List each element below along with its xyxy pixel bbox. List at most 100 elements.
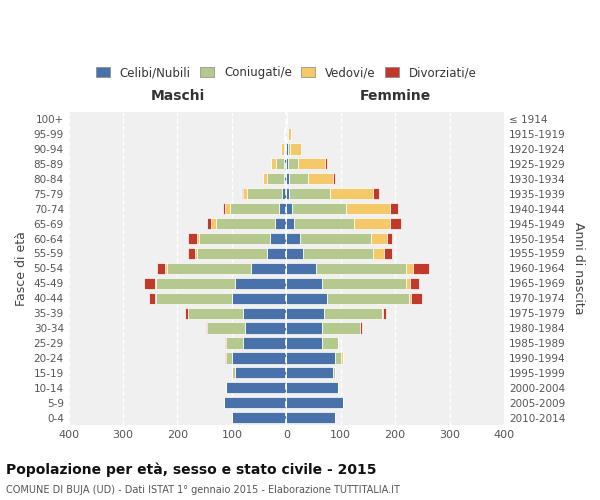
Bar — [276, 158, 284, 170]
Y-axis label: Anni di nascita: Anni di nascita — [572, 222, 585, 314]
Bar — [361, 322, 362, 334]
Bar — [346, 203, 389, 214]
Bar — [322, 338, 338, 348]
Bar — [322, 322, 360, 334]
Bar — [225, 338, 226, 348]
Bar — [332, 368, 335, 378]
Bar — [410, 278, 419, 289]
Bar — [308, 173, 332, 184]
Bar — [286, 397, 343, 408]
Bar — [389, 218, 401, 229]
Bar — [188, 308, 243, 319]
Bar — [383, 308, 386, 319]
Bar — [267, 173, 284, 184]
Bar — [384, 248, 392, 259]
Bar — [300, 233, 371, 244]
Bar — [155, 278, 156, 289]
Bar — [281, 144, 284, 154]
Bar — [245, 322, 286, 334]
Bar — [155, 292, 156, 304]
Bar — [197, 248, 267, 259]
Bar — [215, 218, 275, 229]
Bar — [409, 292, 412, 304]
Bar — [286, 173, 289, 184]
Legend: Celibi/Nubili, Coniugati/e, Vedovi/e, Divorziati/e: Celibi/Nubili, Coniugati/e, Vedovi/e, Di… — [92, 62, 481, 84]
Bar — [286, 352, 335, 364]
Bar — [284, 173, 286, 184]
Bar — [373, 188, 379, 200]
Bar — [197, 233, 199, 244]
Bar — [267, 248, 286, 259]
Bar — [232, 368, 235, 378]
Bar — [230, 203, 278, 214]
Bar — [199, 233, 270, 244]
Bar — [244, 188, 247, 200]
Bar — [232, 292, 286, 304]
Bar — [211, 218, 215, 229]
Y-axis label: Fasce di età: Fasce di età — [15, 231, 28, 306]
Bar — [286, 144, 288, 154]
Bar — [286, 233, 300, 244]
Bar — [243, 308, 286, 319]
Bar — [251, 263, 286, 274]
Bar — [289, 173, 308, 184]
Bar — [286, 248, 302, 259]
Bar — [332, 173, 335, 184]
Bar — [286, 128, 287, 140]
Bar — [188, 233, 197, 244]
Bar — [207, 218, 211, 229]
Text: COMUNE DI BUJA (UD) - Dati ISTAT 1° gennaio 2015 - Elaborazione TUTTITALIA.IT: COMUNE DI BUJA (UD) - Dati ISTAT 1° genn… — [6, 485, 400, 495]
Bar — [355, 218, 389, 229]
Bar — [290, 144, 301, 154]
Bar — [206, 322, 208, 334]
Bar — [195, 248, 197, 259]
Bar — [282, 188, 286, 200]
Bar — [289, 158, 298, 170]
Bar — [295, 218, 355, 229]
Bar — [406, 278, 410, 289]
Bar — [316, 263, 406, 274]
Bar — [286, 338, 322, 348]
Bar — [288, 144, 290, 154]
Bar — [286, 412, 335, 424]
Bar — [270, 233, 286, 244]
Bar — [382, 308, 383, 319]
Bar — [271, 158, 276, 170]
Bar — [330, 188, 373, 200]
Bar — [286, 158, 289, 170]
Bar — [286, 188, 289, 200]
Bar — [157, 263, 165, 274]
Bar — [289, 188, 330, 200]
Bar — [278, 203, 286, 214]
Bar — [413, 263, 429, 274]
Bar — [235, 278, 286, 289]
Text: Femmine: Femmine — [359, 88, 431, 102]
Bar — [185, 308, 188, 319]
Bar — [232, 412, 286, 424]
Bar — [373, 248, 384, 259]
Bar — [284, 158, 286, 170]
Bar — [224, 397, 286, 408]
Bar — [389, 203, 398, 214]
Bar — [263, 173, 267, 184]
Bar — [288, 128, 290, 140]
Bar — [247, 188, 282, 200]
Bar — [242, 188, 244, 200]
Bar — [223, 203, 226, 214]
Bar — [325, 158, 326, 170]
Bar — [286, 203, 292, 214]
Bar — [188, 248, 195, 259]
Bar — [165, 263, 167, 274]
Bar — [286, 292, 327, 304]
Bar — [156, 292, 232, 304]
Bar — [286, 278, 322, 289]
Bar — [275, 218, 286, 229]
Bar — [302, 248, 373, 259]
Bar — [322, 278, 406, 289]
Bar — [387, 233, 392, 244]
Bar — [167, 263, 251, 274]
Bar — [144, 278, 155, 289]
Bar — [327, 292, 409, 304]
Bar — [156, 278, 235, 289]
Bar — [298, 158, 325, 170]
